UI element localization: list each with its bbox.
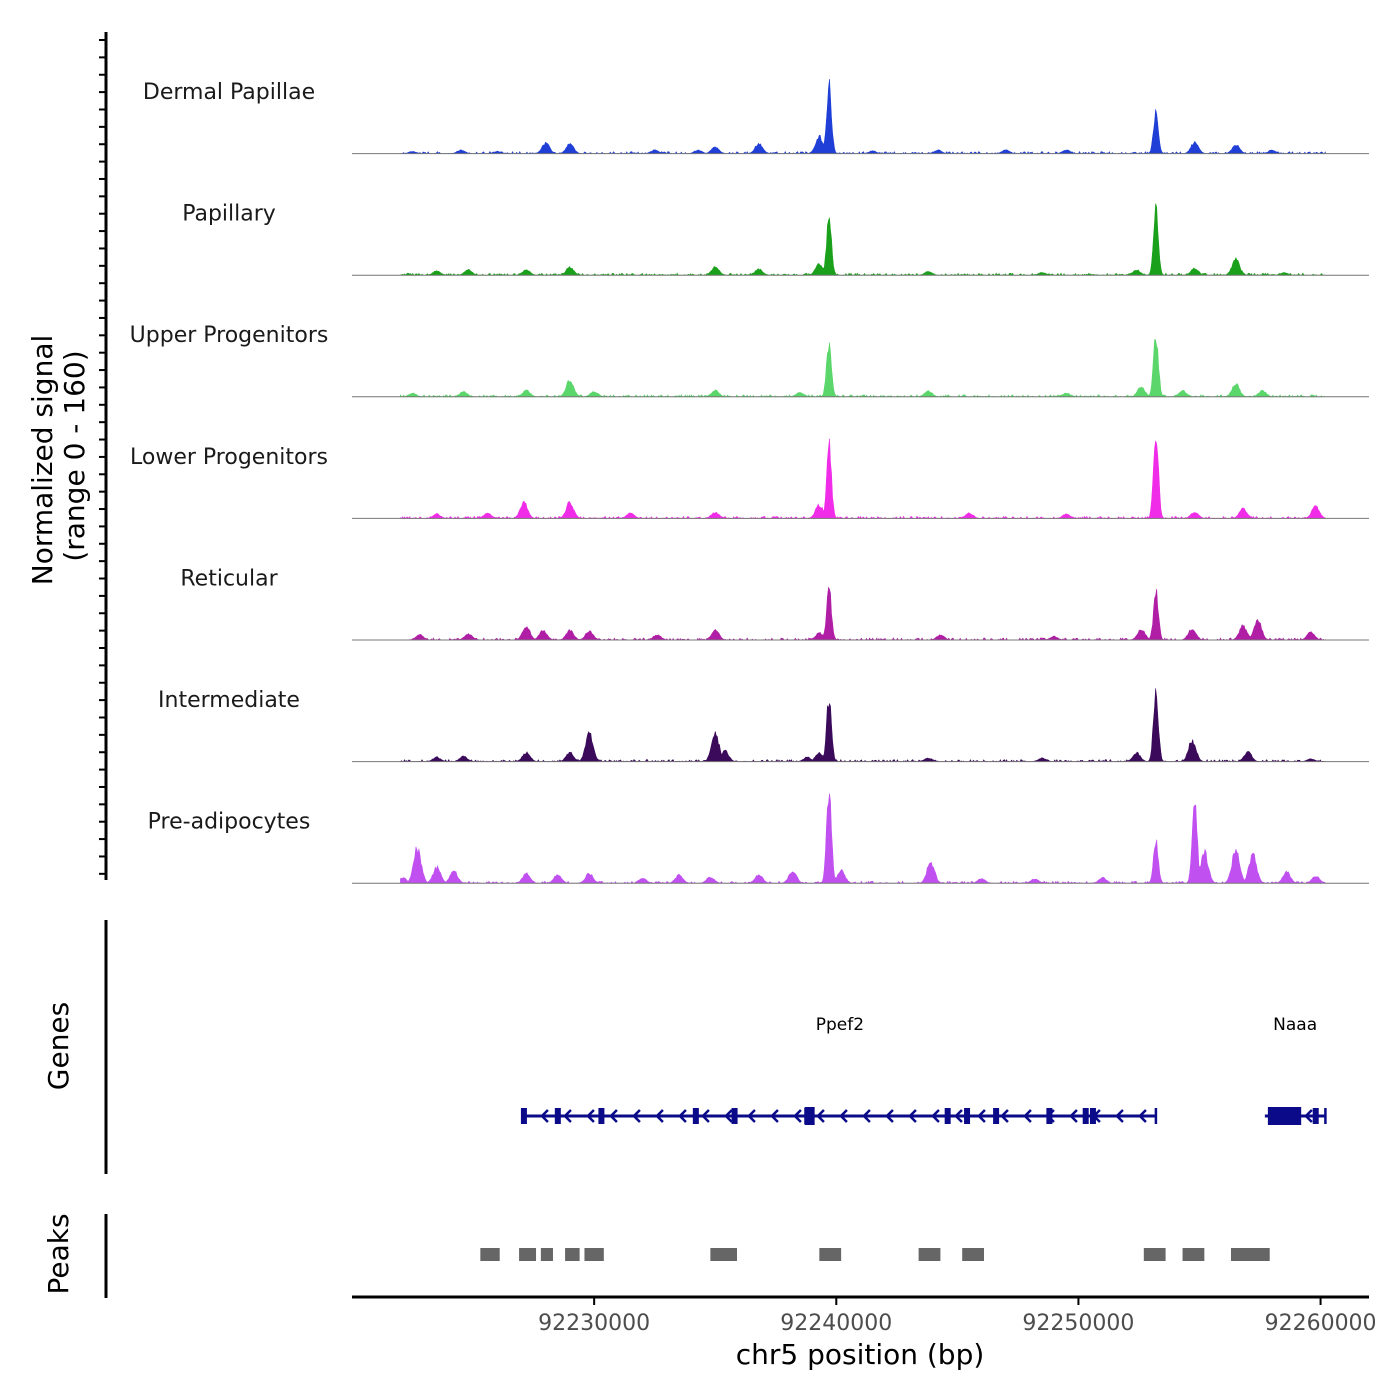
strand-arrow — [862, 1109, 871, 1123]
x-tick-label: 92250000 — [1022, 1311, 1134, 1336]
x-axis-title: chr5 position (bp) — [736, 1338, 985, 1371]
strand-arrow — [563, 1109, 572, 1123]
exon — [1089, 1108, 1096, 1124]
strand-arrow — [839, 1109, 848, 1123]
peak-region — [918, 1248, 941, 1261]
track-lower-progenitors: Lower Progenitors — [130, 438, 1369, 520]
peak-track — [480, 1248, 1270, 1261]
track-pre-adipocytes: Pre-adipocytes — [148, 793, 1369, 884]
signal-axis-title: Normalized signal — [26, 335, 59, 586]
track-label: Reticular — [180, 566, 278, 591]
exon — [554, 1108, 561, 1124]
track-reticular: Reticular — [180, 566, 1369, 641]
strand-arrow — [586, 1109, 595, 1123]
strand-arrow — [1304, 1109, 1313, 1123]
gene-track: Ppef2 Naaa — [520, 1015, 1327, 1125]
strand-arrow — [816, 1109, 825, 1123]
strand-arrow — [954, 1109, 963, 1123]
x-tick-label: 92240000 — [780, 1311, 892, 1336]
strand-arrow — [678, 1109, 687, 1123]
signal-y-ticks — [99, 39, 106, 875]
peaks-axis-title: Peaks — [42, 1213, 75, 1294]
exon — [692, 1108, 699, 1124]
gene-label: Naaa — [1273, 1015, 1317, 1035]
peak-region — [584, 1248, 604, 1261]
exon — [1267, 1107, 1302, 1125]
signal-area — [400, 586, 1326, 641]
strand-arrow — [977, 1109, 986, 1123]
strand-arrow — [724, 1109, 733, 1123]
strand-arrow — [1023, 1109, 1032, 1123]
signal-area — [400, 203, 1326, 276]
exon — [1312, 1108, 1319, 1124]
peak-region — [962, 1248, 984, 1261]
track-label: Papillary — [182, 202, 276, 227]
peak-region — [480, 1248, 500, 1261]
x-tick-label: 92230000 — [538, 1311, 650, 1336]
peak-region — [1230, 1248, 1270, 1261]
exon — [1046, 1108, 1053, 1124]
strand-arrow — [931, 1109, 940, 1123]
track-dermal-papillae: Dermal Papillae — [143, 78, 1369, 155]
strand-arrow — [1000, 1109, 1009, 1123]
strand-arrow — [793, 1109, 802, 1123]
track-upper-progenitors: Upper Progenitors — [130, 323, 1369, 398]
peak-region — [1182, 1248, 1205, 1261]
track-label: Upper Progenitors — [130, 323, 329, 348]
signal-area — [400, 78, 1326, 155]
strand-arrow — [609, 1109, 618, 1123]
peak-region — [710, 1248, 738, 1261]
genes-axis-title: Genes — [42, 1002, 75, 1090]
strand-arrow — [655, 1109, 664, 1123]
exon — [964, 1108, 971, 1124]
x-axis-ticks: 92230000 92240000 92250000 92260000 — [538, 1297, 1377, 1336]
exon — [944, 1108, 951, 1124]
exon — [1082, 1108, 1089, 1124]
signal-tracks: Dermal Papillae Papillary Upper Progenitor… — [130, 78, 1369, 884]
strand-arrow — [885, 1109, 894, 1123]
track-label: Lower Progenitors — [130, 445, 328, 470]
strand-arrow — [540, 1109, 549, 1123]
strand-arrow — [1069, 1109, 1078, 1123]
strand-arrow — [1138, 1109, 1147, 1123]
signal-area — [400, 338, 1326, 398]
track-label: Intermediate — [158, 688, 300, 713]
peak-region — [1143, 1248, 1166, 1261]
peak-region — [565, 1248, 580, 1261]
track-label: Pre-adipocytes — [148, 810, 311, 835]
track-intermediate: Intermediate — [158, 688, 1369, 763]
peak-region — [819, 1248, 842, 1261]
strand-arrow — [908, 1109, 917, 1123]
gene-label: Ppef2 — [816, 1015, 864, 1035]
exon — [598, 1108, 605, 1124]
peak-region — [540, 1248, 553, 1261]
exon — [731, 1108, 738, 1124]
signal-area — [400, 793, 1326, 884]
signal-area — [400, 438, 1326, 520]
gene-ppef2: Ppef2 — [520, 1015, 1158, 1124]
strand-arrow — [747, 1109, 756, 1123]
peak-region — [519, 1248, 537, 1261]
x-tick-label: 92260000 — [1265, 1311, 1377, 1336]
strand-arrow — [770, 1109, 779, 1123]
strand-arrow — [1115, 1109, 1124, 1123]
exon — [520, 1108, 527, 1124]
track-label: Dermal Papillae — [143, 80, 315, 105]
track-papillary: Papillary — [182, 202, 1369, 276]
strand-arrow — [632, 1109, 641, 1123]
strand-arrow — [701, 1109, 710, 1123]
exon — [804, 1107, 815, 1125]
signal-axis-subtitle: (range 0 - 160) — [58, 350, 91, 561]
exon — [993, 1108, 1000, 1124]
signal-area — [399, 688, 1326, 763]
